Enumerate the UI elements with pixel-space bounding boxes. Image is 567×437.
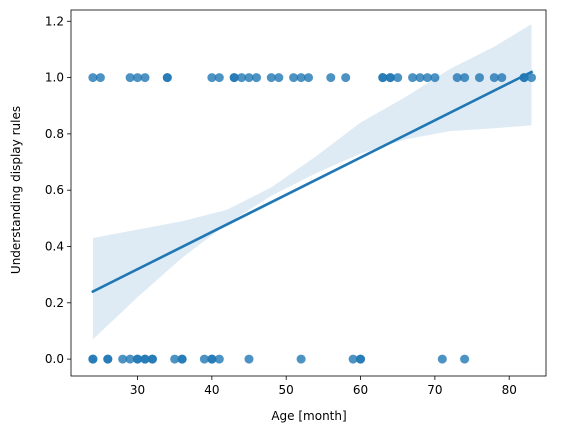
- plot-area: [88, 24, 536, 364]
- data-point: [489, 73, 499, 83]
- data-point: [304, 73, 313, 83]
- data-point: [393, 73, 403, 83]
- y-tick-label: 0.4: [45, 239, 64, 253]
- plot-frame: [70, 9, 547, 377]
- data-point: [244, 354, 254, 364]
- data-point: [378, 73, 388, 83]
- data-point: [199, 354, 209, 364]
- axes: 30 40 50 60 70 80 0.0 0.2 0.4 0.6 0.8 1.0 1.2: [45, 9, 547, 397]
- data-point: [170, 354, 180, 364]
- data-point: [244, 73, 254, 83]
- regression-line: [91, 70, 534, 294]
- data-point: [460, 73, 470, 83]
- data-point: [385, 73, 395, 83]
- data-point: [452, 73, 462, 83]
- y-tick-label: 0.6: [45, 183, 64, 197]
- x-tick-label: 80: [502, 383, 517, 397]
- data-point: [326, 73, 336, 83]
- data-point: [237, 73, 247, 83]
- data-point: [125, 354, 135, 364]
- data-point: [214, 73, 224, 83]
- data-point: [133, 354, 142, 364]
- data-point: [422, 73, 432, 83]
- data-point: [147, 354, 157, 364]
- data-point: [289, 73, 299, 83]
- y-tick-label: 1.2: [45, 14, 64, 28]
- data-point: [214, 354, 224, 364]
- data-point: [162, 73, 172, 83]
- data-point: [252, 73, 261, 83]
- data-point: [296, 354, 306, 364]
- data-point: [266, 73, 276, 83]
- data-point: [133, 73, 142, 83]
- data-point: [140, 73, 150, 83]
- data-point: [497, 73, 507, 83]
- data-point: [88, 354, 98, 364]
- x-tick-label: 30: [130, 383, 145, 397]
- y-tick-label: 1.0: [45, 71, 64, 85]
- x-tick-label: 40: [204, 383, 219, 397]
- data-point: [341, 73, 351, 83]
- data-point: [95, 73, 105, 83]
- data-point: [229, 73, 239, 83]
- x-axis-label: Age [month]: [271, 409, 346, 423]
- data-point: [207, 73, 217, 83]
- data-point: [125, 73, 135, 83]
- confidence-band: [92, 24, 532, 340]
- data-point: [415, 73, 425, 83]
- data-point: [274, 73, 284, 83]
- y-tick-label: 0.8: [45, 127, 64, 141]
- data-point: [207, 354, 217, 364]
- y-tick-label: 0.2: [45, 296, 64, 310]
- data-point: [430, 73, 440, 83]
- data-point: [356, 354, 365, 364]
- data-point: [460, 354, 470, 364]
- x-tick-label: 60: [353, 383, 368, 397]
- data-point: [527, 73, 536, 83]
- data-point: [408, 73, 418, 83]
- data-point: [296, 73, 306, 83]
- data-point: [437, 354, 447, 364]
- data-point: [88, 73, 98, 83]
- data-point: [475, 73, 484, 83]
- y-axis-label: Understanding display rules: [9, 106, 23, 274]
- x-tick-label: 70: [427, 383, 442, 397]
- data-point: [177, 354, 187, 364]
- data-point: [348, 354, 358, 364]
- x-tick-label: 50: [279, 383, 294, 397]
- y-tick-label: 0.0: [45, 352, 64, 366]
- data-point: [118, 354, 128, 364]
- data-point: [103, 354, 113, 364]
- data-point: [140, 354, 150, 364]
